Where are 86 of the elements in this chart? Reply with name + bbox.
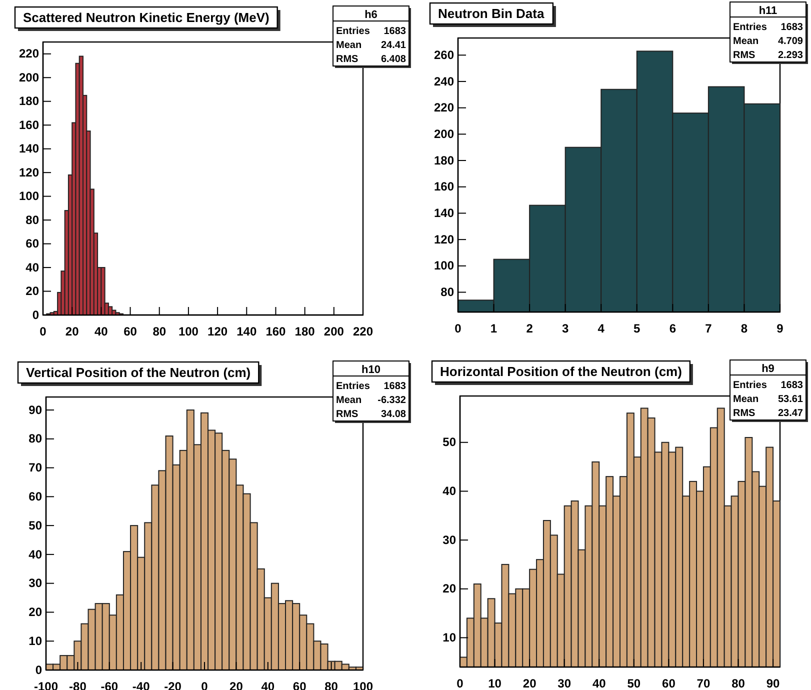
y-tick-label: 100 [434,258,454,273]
y-tick-label: 100 [18,189,40,204]
x-tick-label: 9 [776,322,784,336]
x-tick-label: 60 [124,324,138,339]
x-tick-label: 40 [94,324,108,339]
chart-title: Horizontal Position of the Neutron (cm) [440,364,682,379]
text: Entries 1683 [733,380,803,391]
text: h11 [758,5,778,17]
text: RMS 34.08 [336,409,406,420]
text: RMS 23.47 [733,408,803,419]
text: Entries 1683 [733,22,803,33]
y-tick-label: 20 [28,605,42,620]
y-tick-label: 200 [18,70,40,84]
chart-title: Scattered Neutron Kinetic Energy (MeV) [23,10,270,25]
text: Mean 53.61 [733,394,803,405]
y-tick-label: 10 [442,630,456,645]
y-tick-label: 260 [434,48,454,62]
y-tick-label: 40 [28,547,42,562]
x-tick-label: 220 [352,324,374,339]
y-tick-label: 20 [442,582,456,596]
x-tick-label: 1 [490,322,498,336]
text: Entries 1683 [336,26,406,37]
text: Entries 1683 [336,381,406,392]
text: Mean 4.709 [733,36,803,47]
text: RMS 6.408 [336,54,406,65]
x-tick-label: 2 [526,322,534,336]
y-tick-label: 20 [26,284,40,298]
y-tick-label: 0 [35,662,42,677]
x-tick-label: 40 [592,676,606,690]
x-tick-label: 8 [740,322,748,336]
x-tick-label: 7 [705,322,712,336]
y-tick-label: 90 [28,402,42,417]
y-tick-label: 30 [28,576,42,590]
y-tick-label: 120 [434,232,454,246]
y-tick-label: 160 [18,118,40,132]
x-tick-label: 60 [662,676,676,690]
text: h10 [362,364,380,376]
x-tick-label: 140 [236,324,257,339]
text: Mean 24.41 [336,40,406,51]
x-tick-label: 5 [634,322,641,336]
y-tick-label: 80 [26,212,40,227]
y-tick-label: 180 [434,153,454,168]
x-tick-label: 80 [732,676,746,690]
x-tick-label: 6 [669,322,676,336]
y-tick-label: 160 [434,180,454,194]
y-tick-label: 70 [28,460,42,475]
x-tick-label: 160 [266,324,286,339]
y-tick-label: 140 [434,206,454,220]
x-tick-label: 100 [178,324,199,339]
x-tick-label: 80 [152,324,166,339]
y-tick-label: 180 [18,94,40,108]
x-tick-label: 30 [558,676,572,690]
x-tick-label: 180 [294,324,316,339]
x-tick-label: 20 [65,324,80,339]
text: h9 [762,363,774,375]
y-tick-label: 40 [26,260,40,274]
x-tick-label: 3 [562,322,569,336]
chart-title: Neutron Bin Data [438,6,545,21]
y-tick-label: 140 [18,142,40,156]
y-tick-label: 50 [442,435,456,450]
y-tick-label: 30 [442,532,456,547]
y-tick-label: 80 [28,432,42,446]
x-tick-label: 90 [766,676,780,690]
x-tick-label: 10 [488,676,502,690]
y-tick-label: 240 [434,74,454,88]
text: RMS 2.293 [733,50,803,61]
y-tick-label: 60 [26,236,40,251]
y-tick-label: 40 [442,484,456,498]
x-tick-label: 50 [627,676,641,690]
x-tick-label: 70 [696,676,710,690]
x-tick-label: 200 [324,324,344,339]
y-tick-label: 220 [18,46,40,61]
x-tick-label: 120 [208,324,228,339]
text: h6 [364,9,378,21]
y-tick-label: 220 [434,100,454,115]
x-tick-label: 4 [598,322,605,336]
text: Mean -6.332 [336,395,406,406]
y-tick-label: 50 [28,518,42,532]
y-tick-label: 200 [434,127,454,142]
y-tick-label: 120 [18,165,40,180]
y-tick-label: 0 [32,308,40,322]
chart-title: Vertical Position of the Neutron (cm) [26,365,251,380]
x-tick-label: 20 [522,676,537,690]
y-tick-label: 80 [440,285,454,300]
y-tick-label: 10 [28,634,42,648]
y-tick-label: 60 [28,490,42,504]
